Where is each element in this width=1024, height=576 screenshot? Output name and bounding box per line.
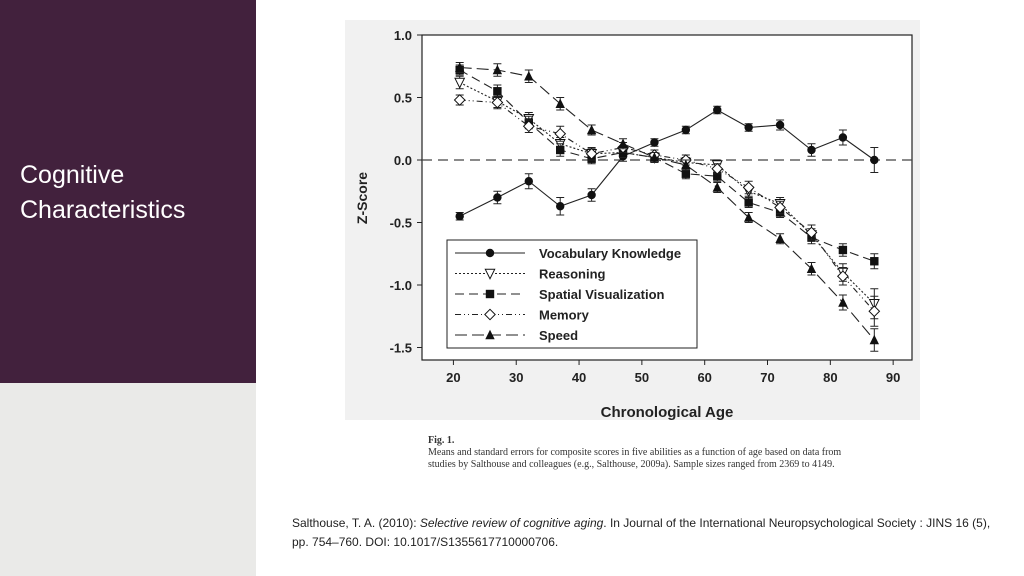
data-point: [869, 334, 880, 345]
x-tick-label: 90: [886, 370, 900, 385]
data-point: [712, 182, 722, 192]
data-point: [806, 263, 817, 273]
data-point: [838, 245, 848, 255]
citation-title: Selective review of cognitive aging: [419, 516, 604, 530]
data-point: [586, 124, 597, 135]
x-tick-label: 40: [572, 370, 586, 385]
legend-label: Reasoning: [539, 267, 606, 282]
y-tick-label: -1.0: [390, 278, 412, 293]
legend-marker: [485, 289, 495, 299]
slide-title-line2: Characteristics: [20, 196, 186, 224]
data-point: [838, 133, 848, 142]
chart-legend: Vocabulary Knowledge Reasoning Spatial Vis…: [446, 239, 698, 349]
y-tick-label: -1.5: [390, 341, 412, 356]
legend-marker: [484, 308, 496, 321]
data-point: [585, 147, 598, 160]
data-point: [868, 305, 881, 318]
slide-title-line1: Cognitive: [20, 161, 125, 189]
x-tick-label: 50: [635, 370, 649, 385]
data-point: [650, 138, 659, 147]
series-vocabulary-knowledge: [455, 105, 879, 221]
data-point: [681, 125, 691, 135]
figure-caption: Fig. 1. Means and standard errors for co…: [428, 435, 848, 472]
y-axis-label: Z-Score: [354, 172, 370, 224]
series-line: [459, 109, 875, 217]
series-line: [459, 69, 875, 262]
data-point: [555, 98, 565, 108]
legend-marker: [485, 248, 495, 258]
data-point: [454, 62, 465, 72]
figure-label: Fig. 1.: [428, 435, 455, 446]
y-tick-label: 0.5: [394, 91, 412, 106]
legend-marker: [484, 268, 496, 280]
legend-label: Speed: [539, 328, 578, 343]
legend-label: Spatial Visualization: [539, 287, 665, 302]
citation-prefix: Salthouse, T. A. (2010):: [292, 516, 420, 530]
x-tick-label: 60: [697, 370, 711, 385]
data-point: [491, 96, 504, 109]
series-line: [459, 82, 875, 305]
data-point: [805, 226, 818, 239]
legend-marker: [485, 329, 495, 340]
data-point: [649, 152, 660, 162]
data-point: [681, 169, 691, 178]
citation: Salthouse, T. A. (2010): Selective revie…: [292, 514, 992, 552]
x-axis-label: Chronological Age: [601, 404, 734, 420]
y-tick-label: 0.0: [394, 153, 412, 168]
data-point: [493, 87, 502, 96]
data-point: [453, 94, 466, 106]
line-chart: 20 30 40 50 60 70 80 90 1.0 0.5 0.0 -0.5 -1.0 -1.5 Ch…: [345, 20, 920, 420]
data-point: [681, 159, 691, 170]
data-point: [807, 145, 816, 155]
data-point: [492, 64, 503, 75]
data-point: [713, 172, 722, 181]
data-point: [455, 212, 464, 221]
data-point: [556, 202, 565, 211]
x-tick-label: 30: [509, 370, 523, 385]
data-point: [587, 190, 596, 200]
data-point: [774, 201, 786, 214]
data-point: [618, 138, 628, 148]
data-point: [493, 193, 502, 202]
data-point: [870, 257, 879, 266]
citation-suffix: . In Journal of the International Neurop…: [292, 516, 991, 549]
data-point: [742, 181, 755, 194]
data-point: [556, 145, 565, 155]
data-point: [744, 198, 753, 207]
sidebar-panel: Cognitive Characteristics: [0, 0, 256, 383]
data-point: [870, 155, 879, 165]
slide-title: Cognitive Characteristics: [20, 158, 240, 228]
data-point: [836, 270, 849, 283]
data-point: [522, 120, 535, 133]
data-point: [524, 177, 533, 186]
data-point: [775, 233, 785, 243]
data-point: [838, 297, 848, 307]
data-point: [454, 77, 466, 89]
data-point: [711, 162, 724, 175]
sidebar-footer-panel: [0, 383, 256, 576]
figure-caption-text: Means and standard errors for composite …: [428, 447, 842, 471]
x-tick-label: 20: [446, 370, 460, 385]
legend-label: Memory: [539, 308, 590, 323]
series-line: [459, 66, 875, 341]
series-line: [459, 99, 875, 312]
x-tick-label: 70: [760, 370, 774, 385]
y-tick-label: 1.0: [394, 28, 412, 43]
legend-label: Vocabulary Knowledge: [539, 246, 681, 261]
data-point: [775, 120, 785, 130]
data-point: [554, 127, 567, 140]
data-point: [744, 123, 753, 132]
x-tick-label: 80: [823, 370, 837, 385]
series-memory: [453, 94, 881, 327]
data-point: [743, 212, 754, 222]
data-point: [524, 71, 534, 81]
series-speed: [454, 62, 880, 352]
y-tick-label: -0.5: [390, 216, 412, 231]
data-point: [713, 105, 722, 115]
